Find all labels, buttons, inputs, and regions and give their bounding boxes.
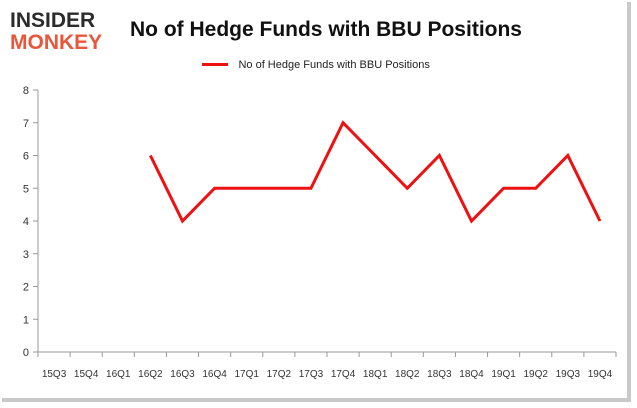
x-tick-label: 17Q4 <box>331 369 356 380</box>
x-tick-label: 18Q4 <box>459 369 484 380</box>
x-tick-label: 19Q1 <box>491 369 516 380</box>
x-tick-label: 16Q2 <box>138 369 163 380</box>
chart-title: No of Hedge Funds with BBU Positions <box>130 18 522 41</box>
legend-swatch <box>202 63 228 67</box>
x-tick-label: 18Q1 <box>363 369 388 380</box>
x-tick-label: 18Q3 <box>427 369 452 380</box>
y-tick-label: 6 <box>23 151 29 163</box>
x-tick-label: 16Q4 <box>202 369 227 380</box>
insider-monkey-logo: INSIDER MONKEY <box>10 10 114 54</box>
y-tick-label: 8 <box>23 85 29 97</box>
y-tick-label: 0 <box>23 347 29 359</box>
x-tick-label: 15Q4 <box>74 369 99 380</box>
y-tick-label: 1 <box>23 314 29 326</box>
x-tick-label: 19Q4 <box>588 369 613 380</box>
x-tick-label: 17Q1 <box>234 369 259 380</box>
x-tick-label: 17Q3 <box>299 369 324 380</box>
chart-frame: INSIDER MONKEY No of Hedge Funds with BB… <box>2 2 631 402</box>
y-tick-label: 5 <box>23 183 29 195</box>
y-tick-label: 4 <box>23 216 29 228</box>
y-tick-label: 3 <box>23 249 29 261</box>
y-tick-label: 2 <box>23 282 29 294</box>
chart-legend: No of Hedge Funds with BBU Positions <box>202 56 430 74</box>
x-tick-label: 15Q3 <box>42 369 67 380</box>
x-tick-label: 19Q2 <box>523 369 548 380</box>
x-tick-label: 19Q3 <box>556 369 581 380</box>
legend-label: No of Hedge Funds with BBU Positions <box>238 58 430 71</box>
y-tick-label: 7 <box>23 118 29 130</box>
x-tick-label: 16Q1 <box>106 369 131 380</box>
x-tick-label: 16Q3 <box>170 369 195 380</box>
series-line <box>149 120 602 224</box>
x-tick-label: 17Q2 <box>267 369 292 380</box>
x-tick-label: 18Q2 <box>395 369 420 380</box>
logo-line-2: MONKEY <box>10 31 103 54</box>
logo-line-1: INSIDER <box>10 9 96 32</box>
